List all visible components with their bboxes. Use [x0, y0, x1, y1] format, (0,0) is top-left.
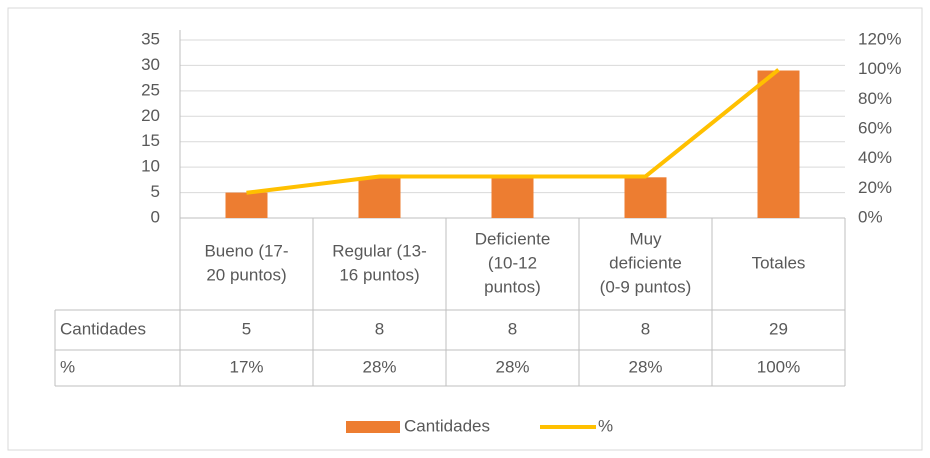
table-value: 28%: [362, 357, 396, 376]
bar: [757, 70, 800, 218]
line: [246, 68, 780, 195]
table-value: 8: [641, 319, 650, 338]
bar: [225, 192, 268, 218]
table-value: 8: [508, 319, 517, 338]
bar: [491, 177, 534, 218]
y2-tick-label: 40%: [858, 148, 892, 167]
table-value: 17%: [229, 357, 263, 376]
table-value: 8: [375, 319, 384, 338]
y-tick-label: 20: [141, 106, 160, 125]
y2-tick-label: 60%: [858, 118, 892, 137]
x-tick-label: Totales: [752, 253, 806, 272]
legend-swatch: [346, 421, 400, 433]
x-tick-label: (0-9 puntos): [600, 277, 692, 296]
x-tick-label: Bueno (17-: [204, 241, 288, 260]
y-tick-label: 15: [141, 131, 160, 150]
x-tick-label: (10-12: [488, 253, 537, 272]
legend-label: Cantidades: [404, 416, 490, 435]
x-tick-label: Regular (13-: [332, 241, 427, 260]
row-header: Cantidades: [60, 319, 146, 338]
y2-tick-label: 100%: [858, 59, 901, 78]
x-tick-label: 16 puntos): [339, 265, 419, 284]
y-tick-label: 25: [141, 80, 160, 99]
y-tick-label: 10: [141, 157, 160, 176]
bar: [624, 177, 667, 218]
y2-tick-label: 0%: [858, 207, 883, 226]
table-value: 28%: [495, 357, 529, 376]
x-tick-label: Deficiente: [475, 229, 551, 248]
y-tick-label: 0: [151, 207, 160, 226]
row-header: %: [60, 357, 75, 376]
y2-tick-label: 120%: [858, 29, 901, 48]
x-tick-label: puntos): [484, 277, 541, 296]
x-tick-label: Muy: [629, 229, 662, 248]
table-value: 28%: [628, 357, 662, 376]
x-tick-label: 20 puntos): [206, 265, 286, 284]
y-tick-label: 5: [151, 182, 160, 201]
bar: [358, 177, 401, 218]
y2-tick-label: 80%: [858, 89, 892, 108]
table-value: 5: [242, 319, 251, 338]
legend-label: %: [598, 416, 613, 435]
table-value: 100%: [757, 357, 800, 376]
y-tick-label: 30: [141, 55, 160, 74]
y-tick-label: 35: [141, 29, 160, 48]
table-value: 29: [769, 319, 788, 338]
y2-tick-label: 20%: [858, 178, 892, 197]
x-tick-label: deficiente: [609, 253, 682, 272]
